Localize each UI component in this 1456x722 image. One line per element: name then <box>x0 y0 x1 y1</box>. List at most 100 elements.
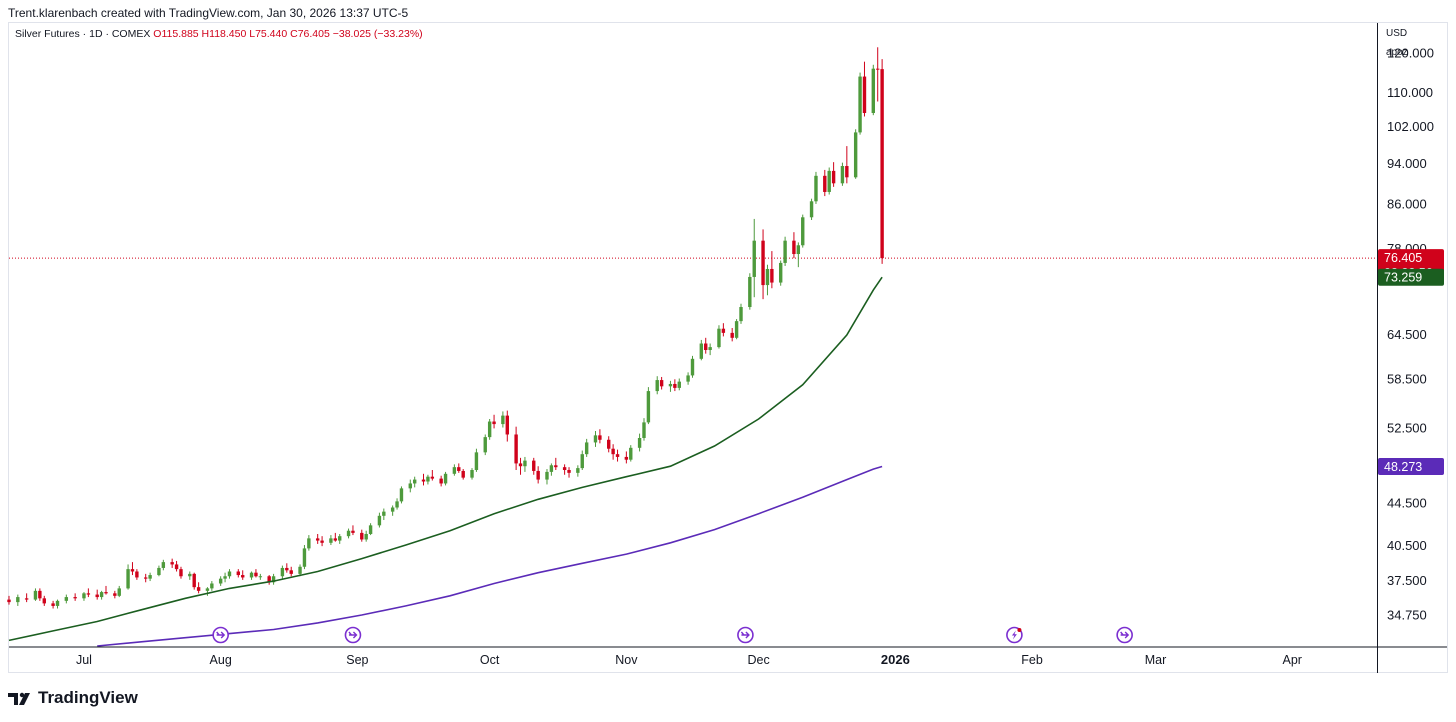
candle-body <box>135 571 139 578</box>
x-tick-label: Apr <box>1282 653 1301 667</box>
candle <box>421 473 426 486</box>
candle-body <box>730 332 734 338</box>
candle-body <box>690 358 695 376</box>
candle-body <box>734 321 739 338</box>
y-tick-label: 34.750 <box>1387 608 1427 623</box>
candle <box>593 430 598 447</box>
candle <box>7 595 11 605</box>
x-axis-ticks: Jul Aug Sep Oct Nov Dec 2026 Feb Mar Apr <box>76 652 1302 667</box>
x-tick-label: Dec <box>748 653 770 667</box>
candle <box>474 448 479 472</box>
scale-mode-label[interactable]: apoz <box>1386 47 1408 58</box>
candle <box>399 486 404 504</box>
candle <box>157 565 161 577</box>
y-tick-label: 94.000 <box>1387 156 1427 171</box>
candle-body <box>809 201 814 218</box>
candle <box>452 464 457 476</box>
candle <box>408 479 412 493</box>
sma50-tag-value: 73.259 <box>1384 271 1422 285</box>
candle-body <box>285 567 289 571</box>
candle-body <box>607 439 611 449</box>
candle-body <box>227 571 232 577</box>
candle <box>796 242 801 268</box>
candle <box>135 569 139 580</box>
candle <box>113 590 117 599</box>
candle-body <box>360 532 364 540</box>
split-event-icon[interactable] <box>344 626 362 644</box>
split-event-icon[interactable] <box>737 626 754 644</box>
candle <box>801 214 805 248</box>
candle-body <box>514 434 518 464</box>
split-event-icon[interactable] <box>212 626 229 644</box>
candle <box>501 411 505 428</box>
candle <box>880 59 884 264</box>
price-scale[interactable] <box>1377 23 1448 673</box>
candle-body <box>95 594 99 598</box>
candle-body <box>770 268 774 283</box>
candle-body <box>461 470 465 478</box>
candle <box>792 232 796 259</box>
candle-body <box>254 572 258 577</box>
candle-body <box>267 576 271 583</box>
candle <box>598 429 602 444</box>
candle-body <box>518 463 523 467</box>
candle-body <box>598 435 602 440</box>
candle <box>42 595 46 606</box>
candle-body <box>161 562 166 568</box>
candle-body <box>739 307 743 322</box>
candle-body <box>584 442 589 455</box>
candle-body <box>814 175 818 202</box>
candle <box>148 572 152 582</box>
candle <box>51 600 55 609</box>
chart-frame <box>8 22 1448 673</box>
symbol-legend[interactable]: Silver Futures · 1D · COMEX O115.885 H11… <box>15 28 423 40</box>
candle <box>827 167 831 195</box>
candle <box>249 571 254 580</box>
candle <box>840 162 845 186</box>
candle-body <box>117 588 121 596</box>
x-tick-label: Mar <box>1145 653 1167 667</box>
candle <box>307 535 311 551</box>
y-tick-label: 86.000 <box>1387 196 1427 211</box>
candle <box>690 355 695 378</box>
candle-body <box>642 422 646 439</box>
candle-body <box>148 575 152 579</box>
candle <box>254 569 258 578</box>
candle <box>809 198 814 221</box>
candle <box>315 533 320 544</box>
candle-body <box>368 525 373 534</box>
candle <box>104 585 108 595</box>
earnings-event-icon[interactable] <box>1006 626 1023 644</box>
candle <box>280 565 285 579</box>
candle-body <box>144 577 148 579</box>
split-event-icon[interactable] <box>1116 626 1133 644</box>
candle-body <box>280 567 285 577</box>
candle <box>823 169 827 197</box>
candle-body <box>382 511 386 516</box>
event-markers <box>212 626 1133 644</box>
legend-close: C76.405 <box>290 28 330 40</box>
candle <box>382 508 386 521</box>
currency-label[interactable]: USD <box>1386 28 1408 39</box>
candle-body <box>562 467 567 471</box>
candle-body <box>876 68 880 70</box>
candle <box>845 146 849 184</box>
legend-change: −38.025 (−33.23%) <box>332 28 423 40</box>
candle <box>161 559 166 571</box>
symbol-name[interactable]: Silver Futures · 1D · COMEX <box>15 28 151 40</box>
candle-body <box>567 470 571 473</box>
candle <box>778 260 783 286</box>
candle-body <box>55 600 60 606</box>
candle-body <box>196 587 201 591</box>
tradingview-brand[interactable]: TradingView <box>8 688 138 708</box>
candle-body <box>179 569 183 577</box>
candle <box>267 575 271 585</box>
candle-body <box>170 562 174 565</box>
candle-body <box>523 460 527 467</box>
candle <box>329 535 333 546</box>
candle-body <box>845 166 849 178</box>
candle-body <box>501 415 505 425</box>
candle-body <box>271 576 276 583</box>
